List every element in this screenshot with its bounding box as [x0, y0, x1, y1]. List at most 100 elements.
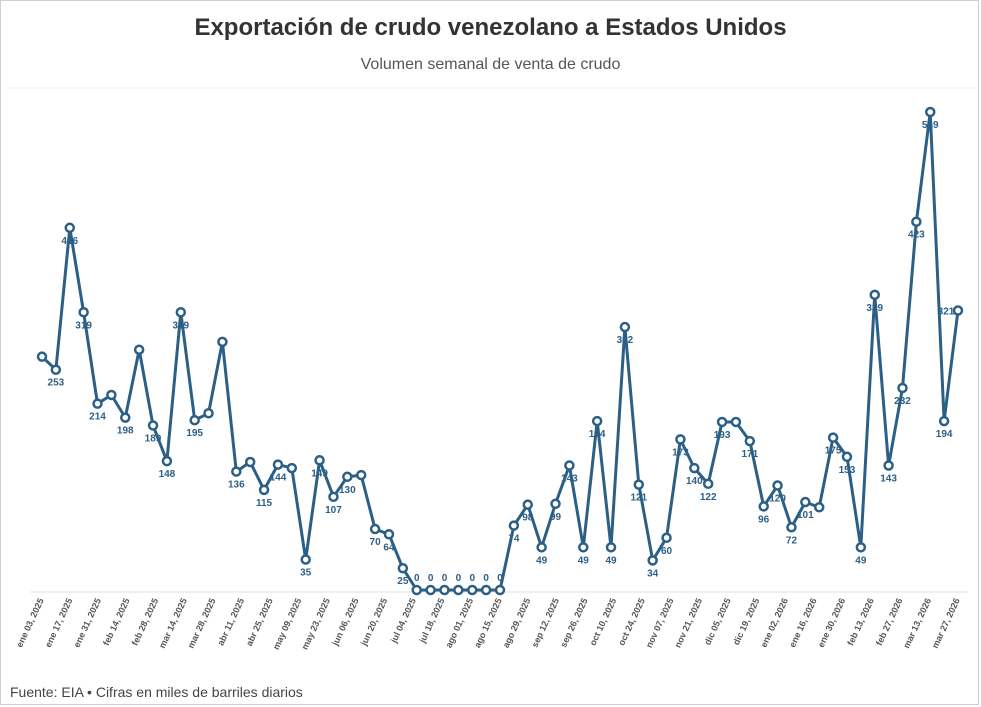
data-label: 321: [938, 307, 955, 318]
data-point: [633, 479, 645, 490]
data-label: 140: [686, 476, 703, 487]
data-point: [244, 456, 256, 468]
x-tick-label: feb 14, 2025: [101, 597, 132, 647]
x-tick-label: jun 06, 2025: [330, 597, 361, 648]
data-label: 175: [825, 446, 842, 457]
data-point: [64, 222, 76, 234]
x-tick-label: ago 29, 2025: [501, 597, 533, 650]
data-label: 64: [383, 542, 395, 553]
data-point: [536, 542, 547, 553]
data-point: [744, 435, 756, 447]
data-label: 0: [497, 573, 503, 584]
data-point: [175, 307, 187, 318]
data-label: 193: [714, 430, 731, 441]
data-point: [106, 389, 117, 401]
data-points: [36, 106, 964, 596]
data-point: [397, 562, 409, 574]
x-tick-label: dic 05, 2025: [702, 597, 732, 647]
data-label: 153: [839, 465, 856, 476]
data-point: [522, 499, 534, 510]
x-tick-label: mar 14, 2025: [157, 597, 189, 650]
data-point: [758, 501, 769, 512]
data-label: 49: [578, 555, 590, 566]
data-point: [938, 415, 950, 427]
data-label: 173: [672, 447, 689, 458]
x-tick-label: ene 16, 2026: [787, 597, 818, 649]
data-point: [702, 478, 714, 490]
data-label: 0: [442, 573, 448, 584]
data-point: [883, 460, 894, 471]
x-tick-label: abr 11, 2025: [216, 597, 247, 647]
data-label: 115: [256, 498, 273, 509]
data-point: [258, 484, 270, 496]
x-tick-label: dic 19, 2025: [731, 597, 761, 647]
chart-subtitle: Volumen semanal de venta de crudo: [360, 56, 621, 73]
data-label: 194: [589, 429, 606, 440]
x-tick-label: mar 27, 2026: [930, 597, 962, 650]
x-tick-label: jul 04, 2025: [388, 597, 418, 646]
data-point: [619, 321, 631, 333]
data-label: 121: [630, 493, 647, 504]
data-point: [494, 584, 506, 596]
data-label: 107: [325, 505, 342, 516]
x-tick-label: nov 07, 2025: [644, 597, 676, 650]
data-point: [133, 344, 145, 355]
data-point: [355, 469, 367, 481]
data-point: [605, 542, 617, 553]
data-point: [661, 532, 672, 544]
data-point: [924, 106, 936, 118]
series-line: [40, 110, 960, 592]
data-label: 171: [741, 449, 758, 460]
x-tick-label: abr 25, 2025: [244, 597, 275, 648]
data-label: 130: [339, 485, 356, 496]
data-label: 198: [117, 426, 134, 437]
data-labels: 253 416 319 214 198 189 148 319 195 136 115 144 35 14…: [48, 120, 955, 587]
data-point: [772, 480, 783, 491]
data-point: [675, 434, 686, 445]
chart-title: Exportación de crudo venezolano a Estado…: [194, 14, 787, 41]
data-label: 549: [922, 120, 939, 131]
data-point: [342, 471, 353, 483]
data-point: [36, 351, 48, 362]
x-tick-label: mar 28, 2025: [186, 597, 218, 650]
data-point: [730, 416, 742, 428]
data-label: 189: [145, 433, 162, 444]
x-tick-label: may 23, 2025: [300, 597, 333, 652]
data-point: [189, 414, 200, 426]
data-point: [689, 462, 700, 474]
data-point: [800, 496, 811, 508]
data-label: 194: [936, 429, 953, 440]
data-label: 98: [522, 513, 534, 524]
data-point: [439, 584, 450, 596]
data-point: [50, 364, 62, 375]
data-label: 416: [61, 236, 78, 247]
x-tick-label: feb 28, 2025: [130, 597, 161, 647]
data-label: 144: [270, 473, 287, 484]
data-point: [716, 416, 728, 428]
data-point: [827, 432, 839, 443]
data-point: [369, 523, 381, 535]
data-label: 148: [159, 469, 176, 480]
data-label: 72: [786, 535, 798, 546]
data-label: 101: [797, 510, 814, 521]
data-label: 0: [428, 573, 434, 584]
x-tick-label: nov 21, 2025: [672, 597, 704, 650]
data-point: [411, 584, 422, 596]
data-point: [286, 462, 298, 474]
data-point: [92, 398, 103, 409]
data-point: [78, 307, 89, 318]
data-label: 339: [866, 303, 883, 314]
data-point: [786, 522, 797, 533]
data-point: [897, 382, 908, 394]
data-label: 214: [89, 412, 106, 423]
data-point: [578, 542, 589, 553]
x-tick-label: ene 31, 2025: [72, 597, 103, 649]
data-label: 0: [414, 573, 420, 584]
x-tick-label: sep 12, 2025: [530, 597, 561, 649]
data-label: 96: [758, 514, 770, 525]
x-tick-label: jul 18, 2025: [417, 597, 447, 646]
data-label: 70: [370, 537, 382, 548]
data-label: 49: [536, 555, 548, 566]
x-tick-label: ago 01, 2025: [443, 597, 475, 650]
